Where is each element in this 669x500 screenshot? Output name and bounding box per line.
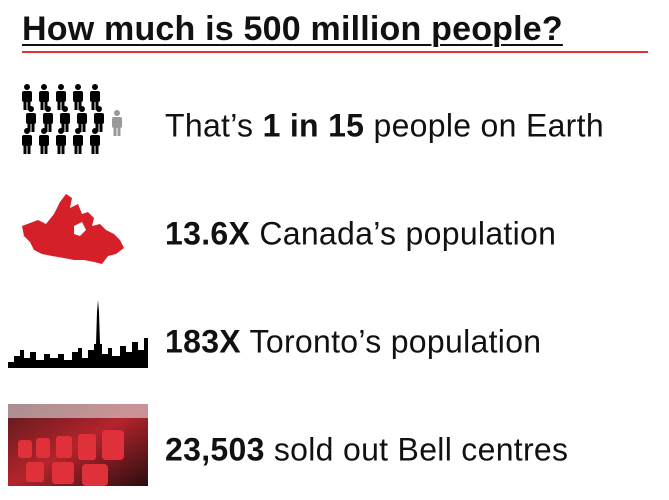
emphasis-text: 23,503: [165, 431, 265, 468]
page: {"header": {"title": "How much is 500 mi…: [0, 10, 669, 486]
person-figure: [60, 106, 70, 132]
person-figure: [77, 106, 87, 132]
person-figure: [73, 128, 83, 154]
person-figure: [26, 106, 36, 132]
row-text: 13.6X Canada’s population: [165, 216, 556, 253]
infographic: How much is 500 million people? That’s 1…: [0, 10, 669, 486]
row: 13.6X Canada’s population: [0, 184, 669, 284]
person-figure: [39, 84, 49, 110]
person-figure: [56, 128, 66, 154]
canada-map-icon: [22, 194, 124, 264]
row: 23,503 sold out Bell centres: [0, 400, 669, 500]
title: How much is 500 million people?: [22, 10, 648, 53]
person-figure: [90, 128, 100, 154]
row: That’s 1 in 15 people on Earth: [0, 76, 669, 176]
person-figure: [39, 128, 49, 154]
plain-text: sold out Bell centres: [264, 431, 569, 468]
person-figure: [73, 84, 83, 110]
plain-text: people on Earth: [364, 107, 604, 144]
emphasis-text: 183X: [165, 323, 241, 360]
row-text: 23,503 sold out Bell centres: [165, 432, 568, 469]
person-figure: [112, 110, 122, 136]
person-figure: [43, 106, 53, 132]
people-icon: [22, 84, 122, 154]
person-figure: [90, 84, 100, 110]
emphasis-text: 1 in 15: [262, 107, 365, 144]
skyline-icon: [8, 300, 148, 368]
emphasis-text: 13.6X: [165, 215, 251, 252]
person-figure: [56, 84, 66, 110]
person-figure: [22, 128, 32, 154]
person-figure: [94, 106, 104, 132]
row-text: That’s 1 in 15 people on Earth: [165, 108, 604, 145]
plain-text: Toronto’s population: [240, 323, 542, 360]
plain-text: That’s: [165, 107, 263, 144]
person-figure: [22, 84, 32, 110]
arena-photo: [8, 404, 148, 486]
row-text: 183X Toronto’s population: [165, 324, 541, 361]
row: 183X Toronto’s population: [0, 292, 669, 392]
plain-text: Canada’s population: [250, 215, 557, 252]
